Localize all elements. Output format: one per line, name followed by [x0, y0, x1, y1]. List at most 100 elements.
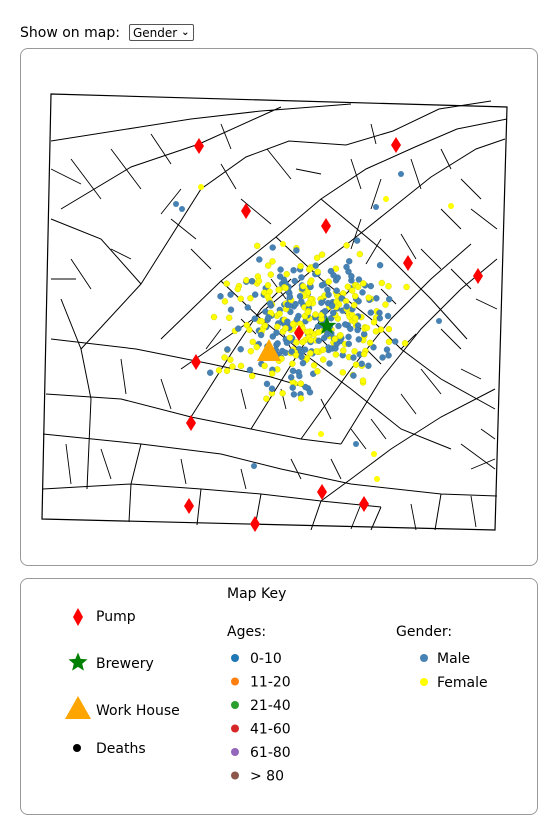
- death-female-dot: [275, 286, 282, 294]
- death-male-dot: [355, 276, 363, 283]
- death-male-dot: [328, 302, 336, 310]
- death-female-dot: [313, 254, 321, 262]
- death-female-dot: [283, 270, 290, 278]
- key-label-male: Male: [437, 651, 470, 667]
- death-female-dot: [310, 362, 318, 369]
- death-female-dot: [351, 302, 358, 309]
- pump-marker[interactable]: [321, 218, 331, 234]
- death-female-dot: [325, 278, 332, 285]
- pump-marker[interactable]: [186, 415, 196, 431]
- death-female-dot: [319, 346, 327, 353]
- male-dot-icon: [420, 654, 428, 662]
- death-female-dot: [377, 326, 385, 333]
- death-male-dot: [350, 372, 357, 379]
- death-male-dot: [326, 360, 333, 367]
- death-male-dot: [179, 206, 185, 212]
- pump-marker[interactable]: [184, 498, 194, 514]
- pump-marker[interactable]: [359, 496, 369, 512]
- brewery-marker[interactable]: [317, 316, 337, 335]
- death-female-dot: [304, 328, 311, 336]
- death-female-dot: [359, 377, 367, 384]
- show-on-map-label: Show on map:: [20, 24, 120, 41]
- death-female-dot: [289, 360, 296, 367]
- death-female-dot: [366, 339, 374, 346]
- key-label-brewery: Brewery: [96, 656, 154, 672]
- death-female-dot: [247, 348, 255, 355]
- death-female-dot: [351, 348, 358, 355]
- death-female-dot: [280, 241, 286, 247]
- key-label-workhouse: Work House: [96, 703, 180, 719]
- death-male-dot: [290, 391, 298, 398]
- death-male-dot: [288, 348, 295, 355]
- death-male-dot: [206, 369, 214, 376]
- death-male-dot: [273, 329, 280, 336]
- pump-marker[interactable]: [241, 203, 251, 219]
- death-male-dot: [327, 267, 335, 275]
- map-key-title: Map Key: [227, 586, 286, 602]
- death-female-dot: [225, 314, 233, 321]
- death-male-dot: [383, 346, 391, 353]
- death-male-dot: [376, 261, 384, 269]
- death-male-dot: [263, 380, 271, 388]
- death-male-dot: [333, 287, 340, 294]
- death-male-dot: [299, 359, 307, 367]
- death-male-dot: [359, 289, 366, 296]
- map-mode-select-value: Gender: [132, 25, 178, 40]
- pump-marker[interactable]: [194, 138, 204, 154]
- death-female-dot: [314, 268, 321, 276]
- death-female-dot: [264, 262, 272, 269]
- pump-marker[interactable]: [391, 137, 401, 153]
- pump-marker[interactable]: [473, 268, 483, 284]
- death-male-dot: [286, 293, 294, 301]
- death-female-dot: [248, 372, 256, 380]
- death-female-dot: [307, 337, 314, 344]
- death-male-dot: [379, 354, 386, 361]
- death-female-dot: [331, 335, 338, 343]
- map-key-panel: Map Key Pump Brewery Work House Deaths A…: [20, 578, 538, 815]
- pump-marker[interactable]: [403, 255, 413, 271]
- map-key: Map Key Pump Brewery Work House Deaths A…: [65, 586, 488, 785]
- age-dot-icon: [231, 701, 239, 709]
- death-male-dot: [296, 293, 304, 300]
- map-mode-select[interactable]: Gender ⌄: [128, 24, 194, 41]
- death-female-dot: [448, 203, 454, 209]
- street-network: [41, 93, 508, 531]
- death-male-dot: [251, 315, 259, 322]
- death-male-dot: [276, 273, 284, 280]
- death-male-dot: [367, 309, 374, 316]
- pump-marker[interactable]: [191, 354, 201, 370]
- pump-marker[interactable]: [294, 325, 304, 341]
- death-female-dot: [401, 340, 409, 347]
- death-female-dot: [286, 334, 293, 341]
- death-male-dot: [244, 304, 252, 311]
- death-female-dot: [247, 294, 254, 302]
- death-male-dot: [343, 263, 350, 271]
- age-dot-icon: [231, 724, 239, 733]
- death-male-dot: [361, 330, 368, 338]
- gender-title: Gender:: [396, 624, 452, 640]
- age-legend-label: 0-10: [250, 651, 282, 667]
- death-female-dot: [382, 301, 389, 308]
- death-female-dot: [210, 313, 218, 321]
- death-female-dot: [249, 338, 257, 346]
- death-female-dot: [370, 319, 378, 326]
- death-male-dot: [376, 315, 383, 322]
- death-male-dot: [345, 340, 352, 348]
- death-female-dot: [354, 283, 362, 291]
- death-female-dot: [352, 292, 359, 300]
- death-female-dot: [385, 325, 393, 333]
- death-male-dot: [235, 325, 242, 332]
- map-panel[interactable]: [20, 48, 538, 566]
- snow-map[interactable]: [21, 49, 537, 565]
- pump-marker[interactable]: [250, 516, 260, 532]
- death-male-dot: [227, 306, 235, 313]
- workhouse-marker[interactable]: [257, 339, 281, 361]
- death-female-dot: [300, 283, 307, 290]
- death-female-dot: [276, 310, 283, 317]
- death-female-dot: [307, 350, 314, 357]
- death-male-dot: [353, 237, 361, 244]
- pump-marker[interactable]: [317, 484, 327, 500]
- death-female-dot: [297, 262, 304, 270]
- death-female-dot: [332, 351, 340, 358]
- death-male-dot: [283, 339, 291, 346]
